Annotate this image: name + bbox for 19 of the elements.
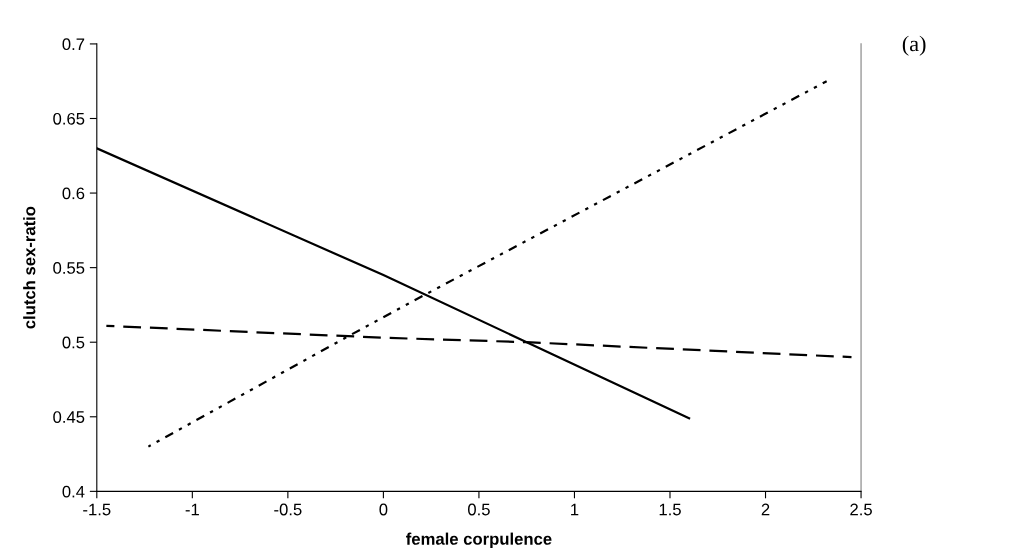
- y-tick-label: 0.45: [53, 411, 85, 423]
- x-tick-label: 2: [761, 503, 770, 516]
- y-tick-label: 0.55: [53, 262, 85, 274]
- text: (a): [902, 35, 926, 56]
- x-tick-label: -1: [185, 503, 199, 516]
- y-tick-label: 0.4: [62, 485, 85, 498]
- x-tick-label: -1.5: [83, 503, 111, 516]
- y-tick-label: 0.6: [62, 187, 85, 200]
- x-tick-label: 0.5: [468, 503, 490, 516]
- y-tick-label: 0.5: [62, 336, 85, 349]
- y-axis-title: clutch sex-ratio: [23, 206, 36, 329]
- y-tick-label: 0.7: [62, 38, 85, 51]
- x-tick-label: 2.5: [850, 503, 872, 516]
- x-tick-label: 0: [379, 503, 388, 516]
- x-axis-title: female corpulence: [406, 532, 552, 549]
- x-tick-label: 1: [571, 503, 579, 516]
- x-tick-label: -0.5: [274, 503, 302, 516]
- x-tick-label: 1.5: [659, 503, 681, 516]
- y-tick-label: 0.65: [53, 112, 85, 125]
